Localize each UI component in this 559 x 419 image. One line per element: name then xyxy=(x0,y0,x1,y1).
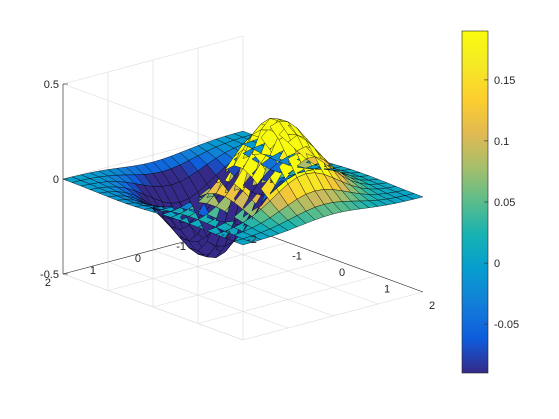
y-tick-label: 1 xyxy=(90,265,96,277)
x-tick-label: 0 xyxy=(339,267,345,279)
surface-patch xyxy=(404,193,424,200)
x-tick-label: -2 xyxy=(247,234,257,246)
wall-gridline xyxy=(62,35,244,85)
x-tick-label: 1 xyxy=(384,284,390,296)
z-tick-label: 0.5 xyxy=(44,79,59,91)
x-axis-line xyxy=(242,225,424,293)
floor-gridline xyxy=(197,237,379,305)
colorbar-tick-label: 0.05 xyxy=(494,197,515,209)
wall-gridline xyxy=(62,273,244,341)
y-tick-label: 2 xyxy=(45,277,51,289)
y-tick-label: -2 xyxy=(221,229,231,241)
colorbar-tick-label: 0 xyxy=(494,258,500,270)
y-tick-label: 0 xyxy=(135,253,141,265)
z-tick-label: -0.5 xyxy=(40,269,59,281)
surface-plot xyxy=(62,118,424,258)
x-tick-label: 2 xyxy=(429,300,435,312)
wall-gridline xyxy=(62,130,244,180)
axis-tick-labels: -0.5 0 0.5 -2 -1 0 1 2 -2 -1 0 1 2 xyxy=(40,79,435,312)
colorbar: -0.05 0 0.05 0.1 0.15 xyxy=(461,30,519,374)
x-tick-label: -1 xyxy=(292,251,302,263)
y-tick-label: -1 xyxy=(176,241,186,253)
z-tick-label: 0 xyxy=(53,174,59,186)
colorbar-tick-label: -0.05 xyxy=(494,319,519,331)
colorbar-ticks: -0.05 0 0.05 0.1 0.15 xyxy=(484,75,519,331)
colorbar-tick-label: 0.15 xyxy=(494,75,515,87)
colorbar-gradient xyxy=(461,30,489,374)
colorbar-tick-label: 0.1 xyxy=(494,136,509,148)
